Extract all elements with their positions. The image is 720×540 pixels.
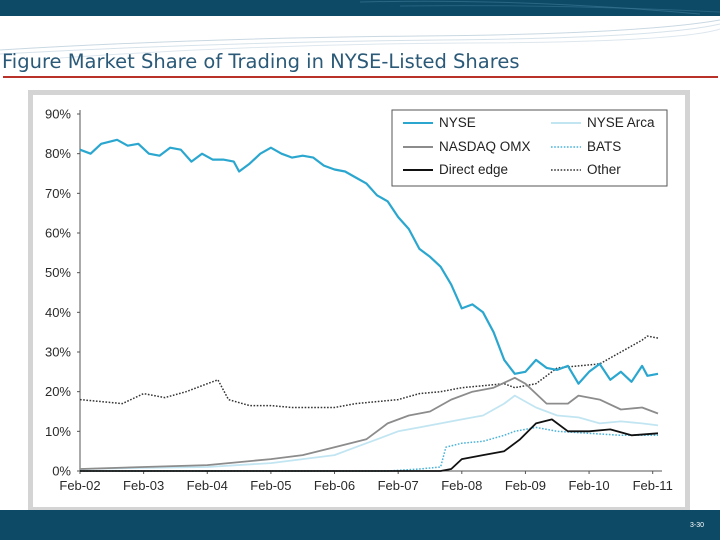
series-line-nyse-arca xyxy=(79,394,659,470)
title-underline xyxy=(3,76,718,78)
y-tick-label: 70% xyxy=(45,186,71,201)
x-tick-label: Feb-04 xyxy=(187,478,228,493)
x-tick-label: Feb-11 xyxy=(633,478,673,493)
x-tick-label: Feb-06 xyxy=(314,478,355,493)
header-bar xyxy=(0,0,720,16)
y-tick-label: 10% xyxy=(45,424,71,439)
legend-label-nyse-arca: NYSE Arca xyxy=(587,115,655,130)
x-tick-label: Feb-07 xyxy=(378,478,419,493)
slide-title: Figure Market Share of Trading in NYSE-L… xyxy=(2,50,520,73)
x-tick-label: Feb-09 xyxy=(505,478,546,493)
x-tick-label: Feb-08 xyxy=(441,478,482,493)
x-tick-label: Feb-03 xyxy=(123,478,164,493)
title-swoosh-decoration xyxy=(0,19,720,59)
series-line-other xyxy=(79,335,659,409)
market-share-chart: 0% 10% 20% 30% 40% 50% 60% 70% 80% 90% Feb-02 Feb-0… xyxy=(45,107,673,494)
y-tick-label: 20% xyxy=(45,384,71,399)
y-tick-label: 0% xyxy=(52,464,71,479)
legend-label-bats: BATS xyxy=(587,139,621,154)
legend-label-nyse: NYSE xyxy=(439,115,476,130)
y-tick-label: 80% xyxy=(45,146,71,161)
x-tick-label: Feb-05 xyxy=(250,478,291,493)
legend-box xyxy=(391,109,668,187)
x-tick-label: Feb-02 xyxy=(59,478,100,493)
legend-label-other: Other xyxy=(587,162,621,177)
series-line-direct-edge xyxy=(80,418,659,472)
y-tick-label: 50% xyxy=(45,265,71,280)
series-line-nasdaq-omx xyxy=(79,376,659,470)
y-tick-label: 60% xyxy=(45,226,71,241)
slide-number: 3-30 xyxy=(689,522,704,529)
legend-label-nasdaq-omx: NASDAQ OMX xyxy=(439,139,531,154)
y-tick-label: 40% xyxy=(45,305,71,320)
series-line-bats xyxy=(80,426,658,472)
series-line-nyse xyxy=(79,138,659,385)
x-tick-label: Feb-10 xyxy=(568,478,609,493)
y-tick-label: 90% xyxy=(45,107,71,122)
chart-legend: NYSE NYSE Arca NASDAQ OMX BATS Direct edge Ot… xyxy=(391,109,668,187)
header-swoosh-decoration xyxy=(359,0,720,15)
legend-label-direct-edge: Direct edge xyxy=(439,162,508,177)
y-tick-label: 30% xyxy=(45,345,71,360)
chart-series xyxy=(79,138,659,472)
footer-bar: 3-30 xyxy=(0,510,720,540)
